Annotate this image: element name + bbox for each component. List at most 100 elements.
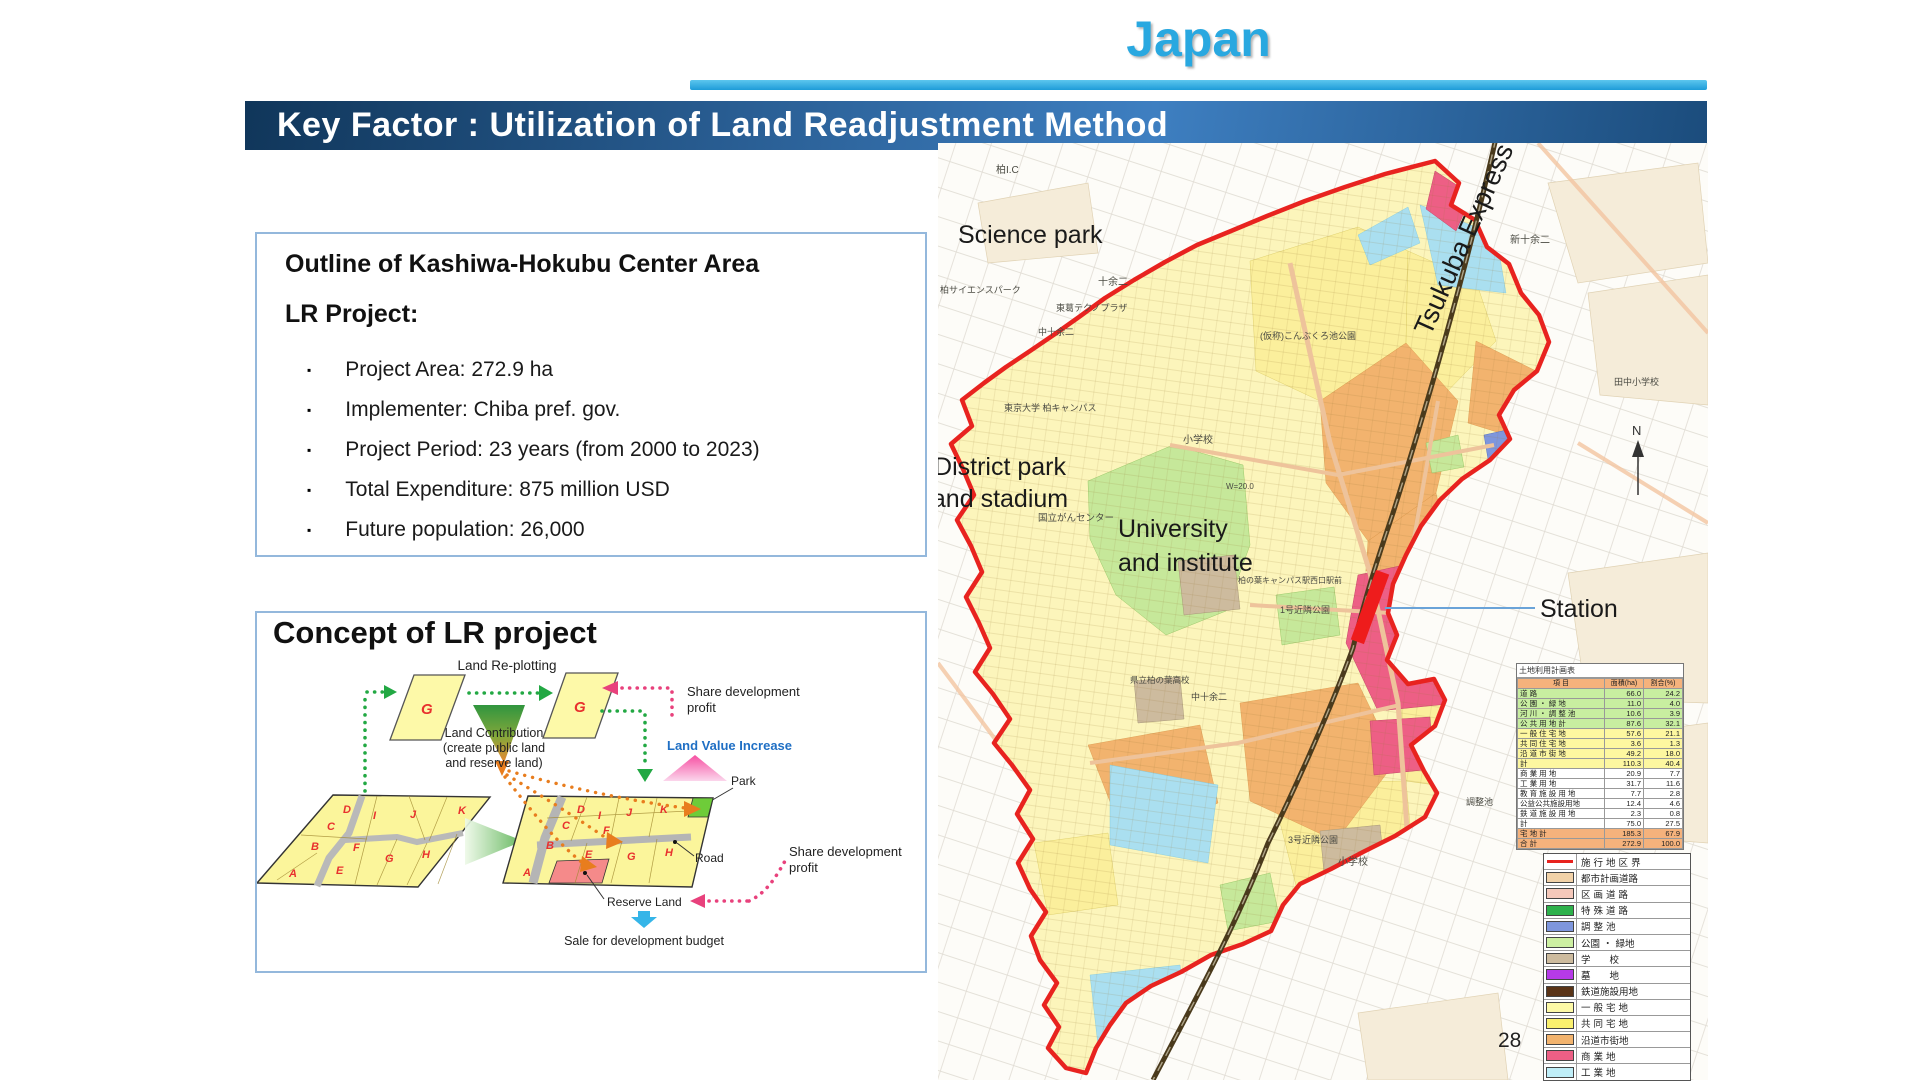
outside-roads (938, 143, 1708, 745)
svg-text:東葛テクノプラザ: 東葛テクノプラザ (1056, 302, 1127, 313)
pink-dotted-path (620, 686, 674, 721)
header-bar: Key Factor : Utilization of Land Readjus… (245, 101, 1707, 150)
table-row: 公益公共施設用地 12.4 4.6 (1517, 798, 1683, 809)
svg-text:D: D (577, 804, 585, 816)
header-text: Key Factor : Utilization of Land Readjus… (277, 106, 1169, 144)
legend-item: 商 業 地 (1544, 1048, 1690, 1065)
svg-text:新十余二: 新十余二 (1510, 233, 1550, 246)
bullet-icon: ▪ (307, 483, 312, 497)
g-label: G (421, 701, 433, 718)
concept-title: Concept of LR project (273, 615, 597, 650)
district-park-label: District park (938, 453, 1066, 481)
legend-item: 沿道市街地 (1544, 1032, 1690, 1049)
legend-swatch (1546, 1066, 1574, 1078)
svg-text:中十余二: 中十余二 (1191, 691, 1227, 702)
svg-text:県立柏の葉高校: 県立柏の葉高校 (1130, 675, 1190, 685)
svg-text:K: K (458, 805, 467, 817)
svg-text:E: E (585, 849, 593, 861)
legend-item: 区 画 道 路 (1544, 886, 1690, 903)
svg-text:(create public land: (create public land (443, 741, 545, 755)
svg-text:A: A (522, 867, 531, 879)
legend-item: 一 般 宅 地 (1544, 999, 1690, 1016)
table-row: 商 業 用 地 20.9 7.7 (1517, 768, 1683, 779)
legend-swatch (1546, 953, 1574, 965)
orange-dotted-arrows (503, 769, 687, 866)
cyan-down-arrow (631, 911, 657, 928)
legend-swatch (1546, 1017, 1574, 1029)
svg-text:J: J (410, 809, 417, 821)
share-profit-right: Share development (789, 844, 902, 859)
bullet-icon: ▪ (307, 443, 312, 457)
legend-item: 施 行 地 区 界 (1544, 854, 1690, 871)
svg-text:F: F (353, 842, 360, 854)
legend-swatch (1546, 1050, 1574, 1062)
svg-text:十余二: 十余二 (1098, 275, 1128, 288)
project-map: Science park District park and stadium U… (938, 143, 1708, 1081)
legend-item: 共 同 宅 地 (1544, 1015, 1690, 1033)
bullet-icon: ▪ (307, 403, 312, 417)
svg-text:C: C (327, 821, 336, 833)
land-use-table: 土地利用計画表 項 目 面積(ha) 割合(%) 道 路 66.0 24.2 公 園… (1516, 663, 1684, 850)
table-row: 合 計 272.9 100.0 (1517, 838, 1683, 849)
outline-title-1: Outline of Kashiwa-Hokubu Center Area (285, 250, 760, 278)
legend-item: 特 殊 道 路 (1544, 902, 1690, 919)
svg-text:K: K (660, 804, 669, 816)
svg-text:I: I (373, 810, 377, 822)
legend-item: 墓 地 (1544, 967, 1690, 984)
svg-text:柏I.C: 柏I.C (996, 163, 1019, 176)
table-row: 公 共 用 地 計 87.6 32.1 (1517, 718, 1683, 729)
concept-diagram: G Land Re-plotting G Land Contribution (… (257, 658, 902, 948)
bullet-item: ▪ Future population: 26,000 (307, 518, 585, 541)
svg-text:国立がんセンター: 国立がんセンター (1038, 512, 1114, 524)
green-dotted-down-path (600, 709, 647, 770)
station-label: Station (1540, 595, 1618, 623)
parcel-map-before: D C B A I J K F E G H (257, 794, 492, 888)
svg-text:W=20.0: W=20.0 (1226, 482, 1254, 491)
road-label: Road (695, 851, 724, 865)
svg-text:柏サイエンスパーク: 柏サイエンスパーク (940, 284, 1021, 295)
svg-text:調整池: 調整池 (1466, 796, 1493, 807)
svg-text:G: G (627, 851, 636, 863)
park-label: Park (731, 774, 757, 788)
land-replotting-label: Land Re-plotting (457, 658, 556, 673)
svg-text:3号近隣公園: 3号近隣公園 (1288, 834, 1338, 845)
svg-text:(仮称)こんぶくろ池公園: (仮称)こんぶくろ池公園 (1260, 330, 1356, 341)
legend-swatch (1546, 920, 1574, 932)
project-boundary (948, 158, 1552, 1076)
map-canvas: Science park District park and stadium U… (938, 143, 1708, 1080)
outline-bullets: ▪ Project Area: 272.9 ha ▪ Implementer: Ch… (307, 350, 760, 550)
table-row: 公 園 ・ 緑 地 11.0 4.0 (1517, 698, 1683, 709)
svg-text:N: N (1632, 423, 1641, 438)
land-use-table-title: 土地利用計画表 (1517, 664, 1683, 678)
svg-text:田中小学校: 田中小学校 (1614, 376, 1659, 387)
reserve-parcel (548, 858, 610, 884)
table-row: 一 般 住 宅 地 57.6 21.1 (1517, 728, 1683, 739)
table-row: 工 業 用 地 31.7 11.6 (1517, 778, 1683, 789)
bullet-item: ▪ Project Area: 272.9 ha (307, 358, 554, 381)
legend-swatch (1546, 1034, 1574, 1046)
page-title: Japan (1126, 11, 1271, 67)
concept-box: Concept of LR project G Land R (255, 611, 927, 973)
green-arrowhead (539, 685, 553, 701)
page-number: 28 (1498, 1029, 1522, 1052)
svg-text:and reserve land): and reserve land) (445, 756, 542, 770)
legend-item: 工 業 地 (1544, 1064, 1690, 1080)
legend-swatch (1546, 969, 1574, 981)
svg-text:H: H (422, 849, 431, 861)
land-contribution-label: Land Contribution (445, 726, 544, 740)
north-arrow-icon: N (1632, 423, 1644, 495)
legend-item: 学 校 (1544, 951, 1690, 968)
table-row: 沿 道 市 街 地 49.2 18.0 (1517, 748, 1683, 759)
svg-text:J: J (626, 807, 633, 819)
table-row: 計 75.0 27.5 (1517, 818, 1683, 829)
svg-text:A: A (288, 868, 297, 880)
svg-text:小学校: 小学校 (1338, 855, 1368, 868)
share-profit-top: Share development (687, 684, 800, 699)
table-row: 鉄 道 施 設 用 地 2.3 0.8 (1517, 808, 1683, 819)
svg-text:I: I (598, 810, 602, 822)
legend-item: 調 整 池 (1544, 918, 1690, 935)
table-row: 道 路 66.0 24.2 (1517, 688, 1683, 699)
svg-text:中十余二: 中十余二 (1038, 326, 1074, 337)
land-contribution-funnel (473, 705, 525, 763)
